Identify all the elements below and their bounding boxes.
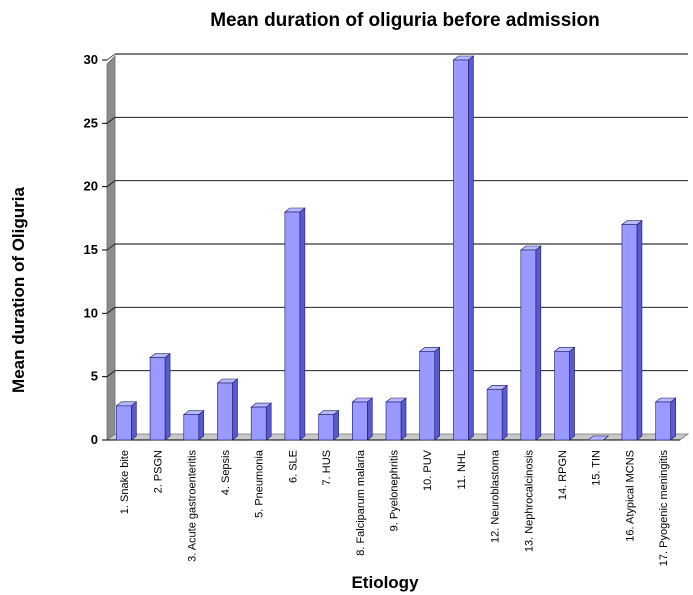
bar [587,435,610,441]
x-tick-label: 5. Pneumonia [254,449,266,518]
gridline-depth [106,117,116,124]
bar [519,245,542,441]
x-axis-title: Etiology [351,573,419,592]
bar [182,410,205,441]
bar [284,207,306,441]
bar [385,397,407,441]
x-tick-label: 2. PSGN [153,450,165,493]
y-axis-ticks: 0 5 10 15 20 25 30 [84,52,107,447]
gridline-depth [106,307,116,314]
x-tick-label: 9. Pyelonephritis [389,450,401,532]
bar [654,397,677,441]
x-tick-label: 3. Acute gastroenteritis [186,450,198,562]
x-axis-ticks: 1. Snake bite 2. PSGN 3. Acute gastroenter… [119,449,670,566]
bar [250,402,273,441]
bar [216,378,239,441]
plot-area [105,55,690,441]
x-tick-label: 1. Snake bite [119,450,131,514]
x-tick-label: 11. NHL [456,450,468,490]
x-tick-label: 15. TIN [591,450,603,486]
bar [621,220,643,441]
y-tick-label: 5 [91,369,98,384]
chart-title: Mean duration of oliguria before admissi… [210,10,600,31]
gridline-depth [106,180,116,187]
bar [115,401,138,441]
bar [149,353,171,441]
y-tick-label: 30 [84,52,98,67]
y-tick-label: 15 [84,242,98,257]
x-tick-label: 4. Sepsis [220,450,232,496]
bar [452,55,475,441]
bar [553,346,576,441]
gridlines [106,53,688,377]
x-tick-label: 14. RPGN [557,450,569,500]
x-tick-label: 16. Atypical MCNS [624,450,636,542]
y-tick-label: 0 [91,432,98,447]
bar [351,397,374,441]
bars [115,55,677,441]
y-tick-label: 20 [84,179,98,194]
y-axis-title: Mean duration of Oliguria [9,187,28,393]
left-wall [106,55,116,441]
x-tick-label: 12. Neuroblastoma [490,449,502,543]
x-tick-label: 13. Nephrocalcinosis [523,450,535,553]
bar [418,346,441,441]
gridline-depth [106,370,116,377]
gridline-depth [106,53,116,61]
x-tick-label: 6. SLE [287,450,299,483]
bar [317,410,340,441]
x-tick-label: 7. HUS [321,450,333,485]
x-tick-label: 17. Pyogenic meningitis [658,450,670,567]
bar [486,384,508,441]
y-tick-label: 10 [84,305,98,320]
y-tick-label: 25 [84,115,98,130]
gridline-depth [106,243,116,251]
x-tick-label: 8. Falciparum malaria [355,449,367,556]
x-tick-label: 10. PUV [422,449,434,491]
